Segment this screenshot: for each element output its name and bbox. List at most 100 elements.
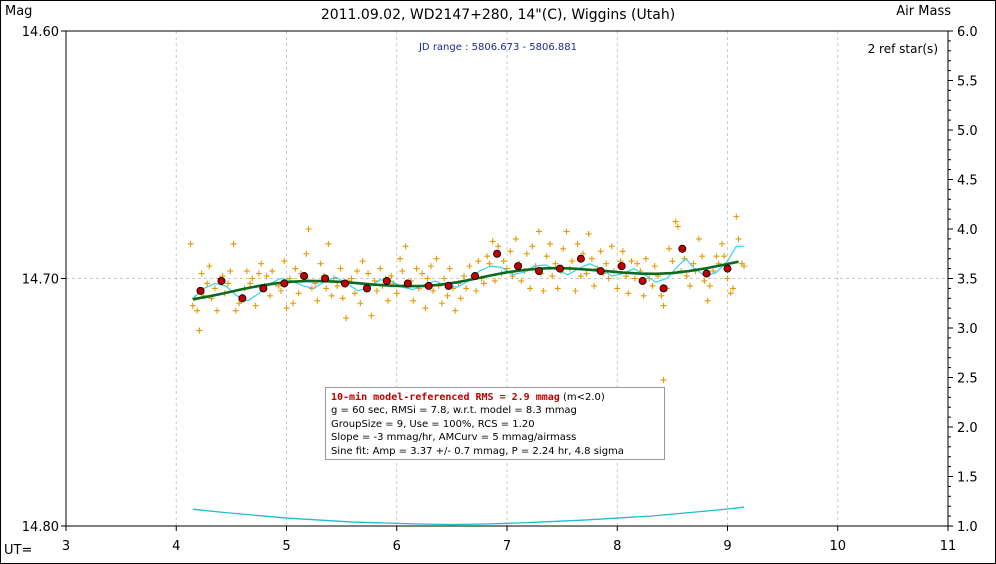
x-tick-label: 11 — [940, 539, 957, 554]
raw-data-point — [658, 292, 665, 299]
raw-data-point — [334, 282, 341, 289]
x-tick-label: 5 — [282, 539, 290, 554]
raw-data-point — [438, 300, 445, 307]
raw-data-point — [365, 270, 372, 277]
y-tick-label-left: 14.70 — [22, 273, 59, 288]
raw-data-point — [695, 235, 702, 242]
y-tick-label-right: 2.5 — [957, 372, 978, 387]
raw-data-point — [339, 295, 346, 302]
raw-data-point — [255, 270, 262, 277]
y-tick-label-right: 1.0 — [957, 520, 978, 535]
raw-data-point — [721, 253, 728, 260]
binned-data-point — [382, 276, 391, 285]
raw-data-point — [247, 280, 254, 287]
raw-data-point — [211, 285, 218, 292]
model-curve — [192, 260, 739, 301]
binned-data-point — [238, 294, 247, 303]
raw-data-point — [314, 297, 321, 304]
x-tick-label: 4 — [172, 539, 180, 554]
raw-data-point — [480, 280, 487, 287]
raw-data-point — [507, 248, 514, 255]
raw-data-point — [290, 300, 297, 307]
x-axis-label-ut: UT= — [4, 543, 33, 558]
raw-data-point — [295, 290, 302, 297]
raw-data-point — [585, 230, 592, 237]
raw-data-point — [535, 228, 542, 235]
raw-data-point — [486, 260, 493, 267]
binned-data-point — [321, 274, 330, 283]
raw-data-point — [674, 223, 681, 230]
raw-data-point — [354, 268, 361, 275]
raw-data-point — [631, 275, 638, 282]
raw-data-point — [605, 275, 612, 282]
raw-data-point — [419, 270, 426, 277]
raw-data-point — [574, 240, 581, 247]
raw-data-point — [546, 240, 553, 247]
raw-data-point — [249, 275, 256, 282]
raw-data-point — [577, 273, 584, 280]
raw-data-point — [614, 285, 621, 292]
raw-data-point — [328, 292, 335, 299]
y-axis-label-airmass: Air Mass — [896, 4, 951, 19]
raw-data-point — [422, 305, 429, 312]
raw-data-point — [718, 240, 725, 247]
raw-data-point — [444, 292, 451, 299]
raw-data-point — [554, 285, 561, 292]
binned-data-point — [702, 269, 711, 278]
raw-data-point — [357, 300, 364, 307]
raw-data-point — [305, 226, 312, 232]
raw-data-point — [427, 263, 434, 270]
binned-data-point — [259, 284, 268, 293]
binned-data-point — [424, 281, 433, 290]
binned-data-point — [678, 244, 687, 253]
raw-data-point — [323, 285, 330, 292]
raw-data-point — [540, 287, 547, 294]
y-tick-label-right: 4.0 — [957, 223, 978, 238]
rms-suffix: (m<2.0) — [559, 392, 605, 403]
binned-data-point — [196, 286, 205, 295]
raw-data-point — [441, 275, 448, 282]
info-line-groupsize: GroupSize = 9, Use = 100%, RCS = 1.20 — [331, 418, 535, 430]
raw-data-point — [690, 260, 697, 267]
raw-data-point — [495, 243, 502, 250]
x-tick-label: 9 — [723, 539, 731, 554]
raw-data-point — [399, 268, 406, 275]
raw-data-point — [591, 282, 598, 289]
airmass-curve — [192, 506, 745, 526]
raw-data-point — [377, 265, 384, 272]
y-tick-label-right: 2.0 — [957, 421, 978, 436]
statistics-info-box: 10-min model-referenced RMS = 2.9 mmag (… — [325, 387, 665, 460]
binned-data-point — [300, 272, 309, 281]
raw-data-point — [466, 263, 473, 270]
raw-data-point — [243, 268, 250, 275]
ref-stars-label: 2 ref star(s) — [867, 42, 938, 56]
raw-data-point — [651, 263, 658, 270]
raw-data-point — [204, 280, 211, 287]
raw-data-point — [475, 258, 482, 265]
rms-headline: 10-min model-referenced RMS = 2.9 mmag — [331, 392, 560, 403]
binned-data-point — [403, 279, 412, 288]
jd-range-label: JD range : 5806.673 - 5806.881 — [418, 42, 578, 53]
raw-data-point — [461, 273, 468, 280]
x-tick-label: 6 — [393, 539, 401, 554]
raw-data-point — [351, 290, 358, 297]
raw-data-point — [588, 255, 595, 262]
raw-data-point — [424, 275, 431, 282]
raw-data-point — [198, 270, 205, 277]
binned-data-point — [638, 276, 647, 285]
binned-data-point — [280, 279, 289, 288]
raw-data-point — [660, 376, 667, 383]
raw-data-point — [194, 307, 201, 314]
raw-data-point — [227, 268, 234, 275]
y-tick-label-right: 5.0 — [957, 124, 978, 139]
raw-data-point — [741, 263, 748, 270]
raw-data-point — [430, 287, 437, 294]
raw-data-point — [724, 275, 731, 282]
binned-data-point — [444, 281, 453, 290]
raw-data-point — [706, 282, 713, 289]
raw-data-point — [735, 235, 742, 242]
raw-data-point — [529, 243, 536, 250]
y-tick-label-right: 3.5 — [957, 273, 978, 288]
raw-data-point — [619, 248, 626, 255]
